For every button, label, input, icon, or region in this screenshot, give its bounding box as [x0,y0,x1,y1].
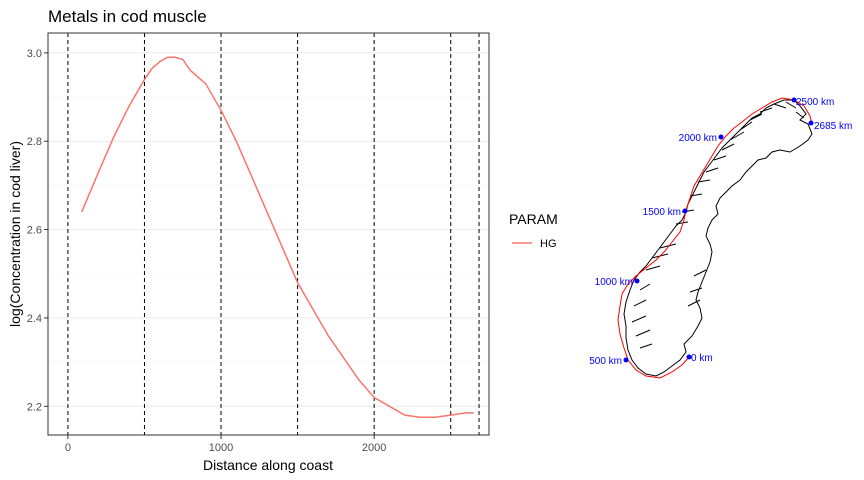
y-tick-label: 2.2 [27,401,42,413]
series-line-hg [81,56,474,419]
norway-map: 0 km 500 km 1000 km 1500 km 2000 km 2500 km 26… [589,97,852,379]
map-marker-500-km [623,357,629,363]
map-label-1000-km: 1000 km [595,277,633,288]
map-label-2500-km: 2500 km [796,97,834,108]
y-tick-label: 3.0 [27,48,42,60]
x-axis: 0 1000 2000 [65,435,386,454]
chart-title: Metals in cod muscle [48,7,207,26]
map-label-2000-km: 2000 km [679,133,717,144]
y-axis: 2.2 2.4 2.6 2.8 3.0 [27,48,48,413]
legend-label-hg: HG [540,238,557,250]
data-series [81,56,474,419]
legend: PARAM HG [509,211,558,250]
x-tick-label: 2000 [362,442,386,454]
panel-border [47,32,490,436]
grid-lines [48,52,489,407]
map-label-500-km: 500 km [589,356,622,367]
map-label-0-km: 0 km [691,353,713,364]
x-axis-title: Distance along coast [203,457,333,473]
map-marker-2500-km [791,97,797,103]
map-marker-0-km [686,354,692,360]
x-tick-label: 0 [65,442,71,454]
map-marker-1500-km [682,208,688,214]
distance-markers: 0 km 500 km 1000 km 1500 km 2000 km 2500 km 26… [589,97,852,367]
map-marker-1000-km [634,278,640,284]
map-label-2685-km: 2685 km [814,121,852,132]
reference-lines [67,33,480,435]
map-marker-2000-km [718,134,724,140]
norway-coastline [623,99,813,377]
y-tick-label: 2.8 [27,136,42,148]
map-marker-2685-km [808,120,814,126]
plot-panel [47,32,490,436]
map-label-1500-km: 1500 km [643,207,681,218]
y-axis-title: log(Concentration in cod liver) [7,141,23,327]
y-tick-label: 2.6 [27,225,42,237]
y-tick-label: 2.4 [27,313,42,325]
x-tick-label: 1000 [209,442,233,454]
panel-background [48,33,489,435]
legend-title: PARAM [509,211,558,227]
